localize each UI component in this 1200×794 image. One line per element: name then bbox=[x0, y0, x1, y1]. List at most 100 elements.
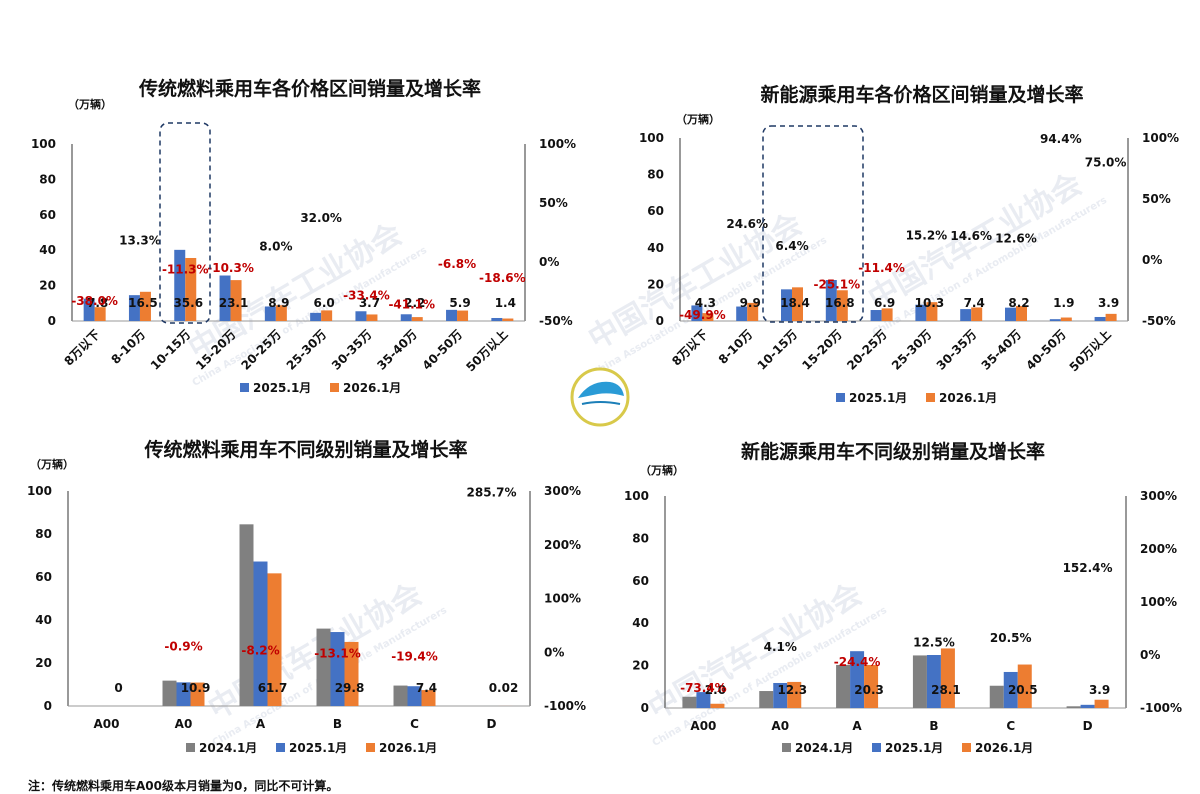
x-tick-label: 25-30万 bbox=[889, 327, 935, 373]
x-tick-label: A bbox=[852, 719, 862, 733]
unit-label: （万辆） bbox=[68, 97, 112, 111]
value-label: 3.9 bbox=[1089, 683, 1110, 697]
growth-label: -49.9% bbox=[679, 308, 726, 322]
value-label: 2.0 bbox=[705, 683, 726, 697]
bar-2025.1月 bbox=[446, 309, 458, 321]
growth-label: -73.4% bbox=[680, 681, 727, 695]
bar-2025.1月 bbox=[915, 304, 927, 321]
value-label: 0.02 bbox=[489, 681, 519, 695]
value-label: 16.5 bbox=[128, 296, 158, 310]
x-tick-label: 50万以上 bbox=[463, 327, 511, 375]
logo-ring bbox=[570, 367, 630, 427]
bar-2024.1月 bbox=[393, 685, 408, 706]
bar-2024.1月 bbox=[912, 655, 927, 708]
x-tick-label: B bbox=[333, 717, 342, 731]
bar-2026.1月 bbox=[747, 302, 759, 321]
value-label: 9.9 bbox=[740, 296, 761, 310]
bar-2024.1月 bbox=[1066, 706, 1081, 708]
x-tick-label: 8-10万 bbox=[108, 327, 148, 367]
growth-label: -19.4% bbox=[391, 650, 438, 664]
growth-label: 14.6% bbox=[950, 229, 992, 243]
growth-label: -0.9% bbox=[164, 640, 202, 654]
legend-label: 2024.1月 bbox=[199, 741, 257, 755]
bar-2024.1月 bbox=[836, 664, 851, 708]
bar-2025.1月 bbox=[696, 692, 711, 708]
growth-label: 4.1% bbox=[764, 640, 797, 654]
y2-tick-label: 100% bbox=[539, 137, 576, 151]
value-label: 1.4 bbox=[495, 296, 516, 310]
y-tick-label: 60 bbox=[39, 208, 56, 222]
bar-2025.1月 bbox=[330, 632, 345, 706]
x-tick-label: 35-40万 bbox=[374, 327, 420, 373]
x-tick-label: C bbox=[1006, 719, 1015, 733]
y-tick-label: 0 bbox=[48, 314, 56, 328]
growth-label: -24.4% bbox=[834, 655, 881, 669]
value-label: 61.7 bbox=[258, 681, 288, 695]
y2-tick-label: 100% bbox=[544, 592, 581, 606]
value-label: 23.1 bbox=[219, 296, 249, 310]
bar-2026.1月 bbox=[190, 682, 205, 706]
y-tick-label: 100 bbox=[31, 137, 56, 151]
value-label: 6.0 bbox=[314, 296, 335, 310]
x-tick-label: C bbox=[410, 717, 419, 731]
footnote: 注：传统燃料乘用车A00级本月销量为0，同比不可计算。 bbox=[28, 778, 338, 793]
x-tick-label: 15-20万 bbox=[799, 327, 845, 373]
bar-2026.1月 bbox=[230, 280, 242, 321]
bar-2025.1月 bbox=[1080, 704, 1095, 708]
bar-2025.1月 bbox=[691, 305, 703, 321]
bar-2025.1月 bbox=[83, 298, 95, 321]
value-label: 7.4 bbox=[964, 296, 985, 310]
growth-label: -18.6% bbox=[479, 271, 526, 285]
bar-2024.1月 bbox=[989, 685, 1004, 708]
value-label: 0 bbox=[114, 681, 122, 695]
growth-label: -41.1% bbox=[388, 297, 435, 311]
y-tick-label: 40 bbox=[647, 241, 664, 255]
x-tick-label: 20-25万 bbox=[844, 327, 890, 373]
y2-tick-label: 300% bbox=[544, 484, 581, 498]
legend-swatch bbox=[330, 383, 339, 392]
x-tick-label: 10-15万 bbox=[148, 327, 194, 373]
value-label: 5.9 bbox=[449, 296, 470, 310]
legend-label: 2025.1月 bbox=[253, 381, 311, 395]
y-tick-label: 0 bbox=[44, 699, 52, 713]
bar-2024.1月 bbox=[316, 628, 331, 706]
bar-2026.1月 bbox=[940, 648, 955, 708]
bar-2026.1月 bbox=[366, 314, 378, 321]
x-tick-label: 10-15万 bbox=[755, 327, 801, 373]
y2-tick-label: 0% bbox=[544, 645, 564, 659]
chart-4: 新能源乘用车不同级别销量及增长率 （万辆） 0 20 40 60 80 100 -100% 0% 1… bbox=[624, 440, 1182, 755]
bar-2024.1月 bbox=[239, 524, 254, 706]
legend-swatch bbox=[186, 743, 195, 752]
y2-tick-label: 200% bbox=[1140, 542, 1177, 556]
x-tick-label: 50万以上 bbox=[1066, 327, 1114, 375]
bar-2025.1月 bbox=[355, 311, 367, 321]
y-tick-label: 80 bbox=[647, 168, 664, 182]
bar-2025.1月 bbox=[253, 561, 268, 706]
bar-2024.1月 bbox=[759, 691, 774, 708]
value-label: 3.7 bbox=[359, 296, 380, 310]
chart-title: 新能源乘用车各价格区间销量及增长率 bbox=[760, 83, 1083, 106]
y-tick-label: 40 bbox=[39, 243, 56, 257]
growth-label: 13.3% bbox=[119, 233, 161, 247]
legend-label: 2025.1月 bbox=[289, 741, 347, 755]
value-label: 8.9 bbox=[268, 296, 289, 310]
value-label: 20.3 bbox=[854, 683, 884, 697]
y-tick-label: 80 bbox=[39, 172, 56, 186]
y2-tick-label: 0% bbox=[539, 255, 559, 269]
growth-label: 32.0% bbox=[300, 211, 342, 225]
bar-2026.1月 bbox=[502, 318, 514, 321]
bar-2026.1月 bbox=[1017, 664, 1032, 708]
bar-2025.1月 bbox=[1094, 316, 1106, 321]
legend-swatch bbox=[836, 393, 845, 402]
y-tick-label: 20 bbox=[35, 656, 52, 670]
bar-2025.1月 bbox=[128, 295, 140, 321]
growth-label: 152.4% bbox=[1063, 561, 1113, 575]
bar-2026.1月 bbox=[94, 307, 106, 321]
bar-2025.1月 bbox=[491, 317, 503, 321]
value-label: 20.5 bbox=[1008, 683, 1038, 697]
y-tick-label: 80 bbox=[632, 531, 649, 545]
bar-2025.1月 bbox=[176, 682, 191, 706]
unit-label: （万辆） bbox=[30, 457, 74, 471]
logo-car-icon bbox=[578, 381, 624, 398]
